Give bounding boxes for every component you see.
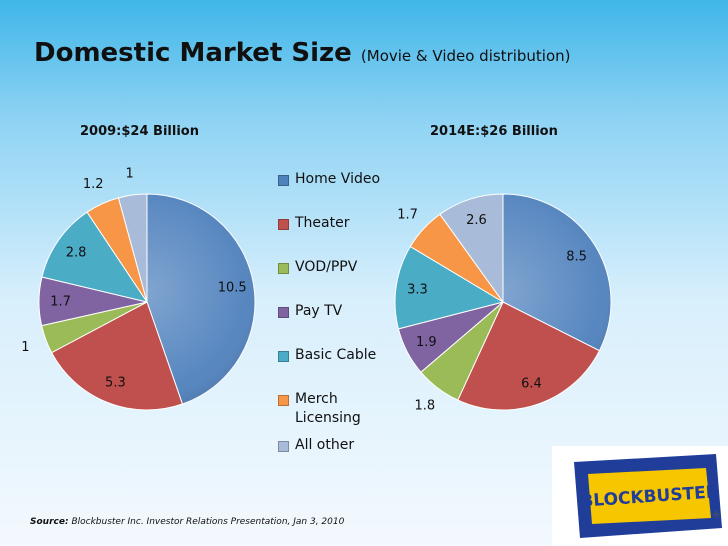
source-label: Source: — [30, 517, 69, 527]
slice-all-other — [117, 193, 148, 303]
data-label-home-video: 8.5 — [566, 250, 587, 265]
data-label-basic-cable: 2.8 — [66, 246, 87, 261]
data-label-theater: 5.3 — [105, 375, 126, 390]
legend-item-basic-cable: Basic Cable — [278, 346, 398, 390]
data-label-vod-ppv: 1 — [21, 340, 29, 355]
data-label-pay-tv: 1.7 — [50, 294, 71, 309]
legend-item-merch-licensing: Merch Licensing — [278, 390, 398, 436]
title-main: Domestic Market Size — [34, 38, 352, 68]
data-label-home-video: 10.5 — [218, 281, 247, 296]
legend-swatch-pay-tv — [278, 307, 289, 318]
legend-label-theater: Theater — [295, 215, 350, 231]
legend-label-basic-cable: Basic Cable — [295, 347, 377, 363]
data-label-all-other: 1 — [126, 167, 134, 182]
source-note: Source: Blockbuster Inc. Investor Relati… — [30, 517, 344, 527]
legend-item-all-other: All other — [278, 436, 398, 480]
page-title: Domestic Market Size (Movie & Video dist… — [34, 38, 571, 68]
legend-label-home-video: Home Video — [295, 171, 381, 187]
legend-label-merch-licensing: Merch Licensing — [295, 391, 361, 426]
source-text: Blockbuster Inc. Investor Relations Pres… — [71, 517, 345, 527]
data-label-basic-cable: 3.3 — [407, 283, 428, 298]
pie-2014-title: 2014E:$26 Billion — [430, 124, 558, 139]
legend-swatch-all-other — [278, 441, 289, 452]
data-label-theater: 6.4 — [521, 377, 542, 392]
data-label-pay-tv: 1.9 — [416, 335, 437, 350]
slice-theater — [50, 301, 184, 411]
pie-2014: 8.5 6.4 1.8 1.9 3.3 1.7 2.6 — [394, 193, 612, 413]
registered-mark: ® — [712, 511, 721, 521]
ticket-stub-icon: BLOCKBUSTER — [574, 454, 722, 538]
title-subtitle: (Movie & Video distribution) — [360, 47, 571, 65]
legend-label-pay-tv: Pay TV — [295, 303, 343, 319]
slice-basic-cable — [394, 245, 505, 330]
data-label-vod-ppv: 1.8 — [414, 398, 435, 413]
legend-swatch-vod-ppv — [278, 263, 289, 274]
data-label-merch-licensing: 1.2 — [83, 177, 104, 192]
pie-2009-title: 2009:$24 Billion — [80, 124, 199, 139]
legend: Home Video Theater VOD/PPV Pay TV Basic … — [278, 170, 398, 480]
legend-label-all-other: All other — [295, 437, 355, 453]
legend-swatch-home-video — [278, 175, 289, 186]
blockbuster-logo: BLOCKBUSTER — [552, 446, 728, 546]
slice-theater — [457, 301, 601, 411]
legend-swatch-merch-licensing — [278, 395, 289, 406]
data-label-merch-licensing: 1.7 — [397, 207, 418, 222]
data-label-all-other: 2.6 — [466, 213, 487, 228]
pie-2009: 10.5 5.3 1 1.7 2.8 1.2 1 — [21, 167, 256, 411]
legend-label-vod-ppv: VOD/PPV — [295, 259, 358, 275]
legend-item-vod-ppv: VOD/PPV — [278, 258, 398, 302]
legend-item-pay-tv: Pay TV — [278, 302, 398, 346]
slice-basic-cable — [41, 211, 149, 303]
legend-swatch-theater — [278, 219, 289, 230]
legend-item-home-video: Home Video — [278, 170, 398, 214]
legend-swatch-basic-cable — [278, 351, 289, 362]
legend-item-theater: Theater — [278, 214, 398, 258]
slice-all-other — [439, 193, 504, 304]
